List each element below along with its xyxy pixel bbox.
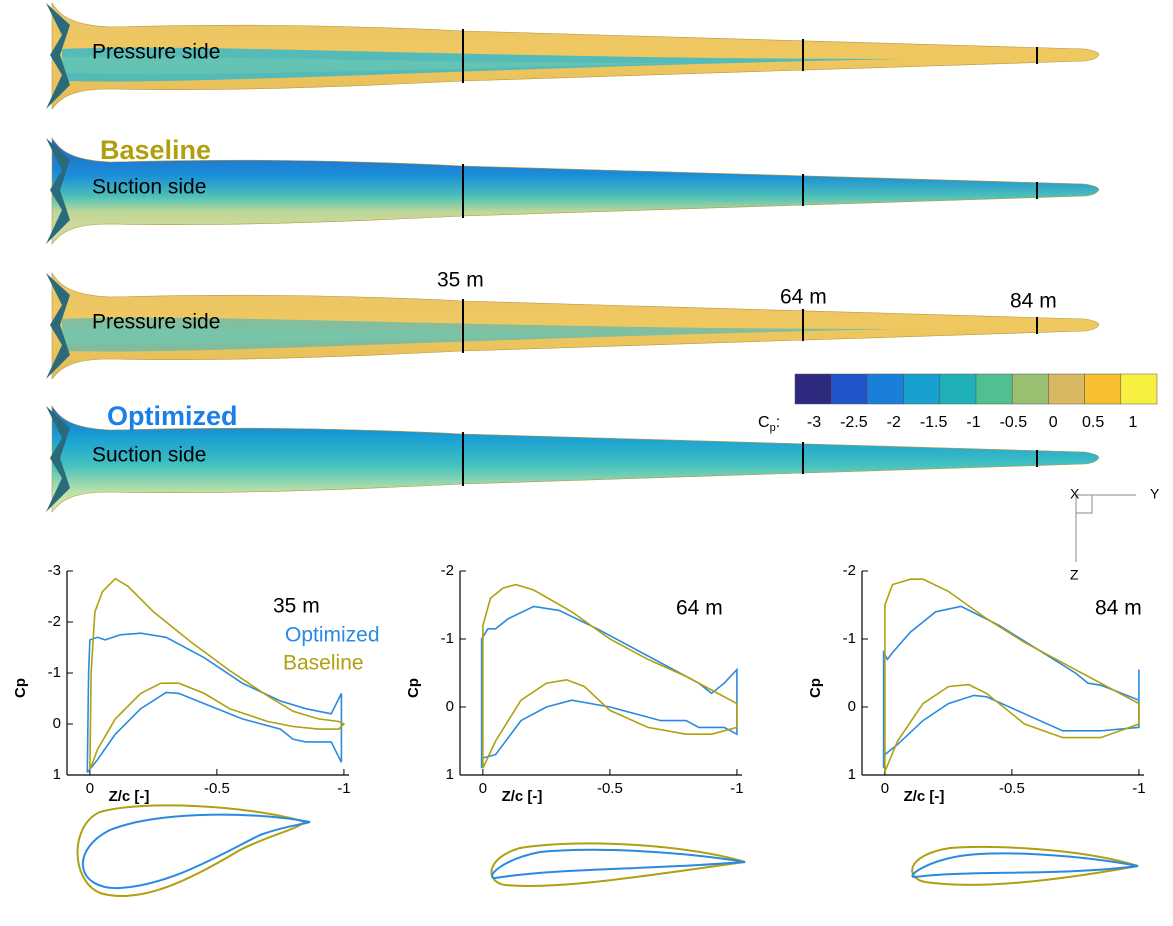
x-tick-label: 0 (881, 780, 889, 797)
y-tick-label: 0 (848, 698, 856, 715)
colorbar-swatch (794, 373, 832, 405)
colorbar-swatch (830, 373, 868, 405)
triad-label: X (1070, 486, 1080, 502)
y-tick-label: 0 (446, 698, 454, 715)
colorbar-swatch (1048, 373, 1085, 405)
colorbar-symbol: C (758, 414, 770, 431)
y-tick-label: 1 (848, 766, 856, 783)
y-tick-label: -1 (441, 630, 454, 647)
group-label: Optimized (107, 401, 238, 431)
y-tick-label: 0 (53, 715, 61, 732)
y-tick-label: -2 (843, 562, 856, 579)
colorbar-label: Cp: (758, 414, 780, 434)
y-tick-label: -3 (48, 562, 61, 579)
station-label: 35 m (437, 269, 484, 292)
cp-curve (480, 605, 738, 769)
axis-triad: X Y Z (1070, 486, 1160, 583)
y-tick-label: -2 (48, 613, 61, 630)
airfoil-baseline (490, 842, 746, 887)
y-tick-label: 1 (446, 766, 454, 783)
colorbar-tick-label: -2 (887, 414, 901, 431)
colorbar-tick-label: -2.5 (840, 414, 868, 431)
y-tick-label: -1 (48, 664, 61, 681)
station-label: 84 m (1095, 597, 1142, 620)
x-tick-label: 0 (86, 780, 94, 797)
triad-corner (1076, 495, 1093, 514)
group-label: Baseline (100, 135, 211, 165)
triad-label: Y (1150, 486, 1160, 502)
colorbar-tick-label: 1 (1129, 414, 1138, 431)
colorbar-subscript: p (770, 422, 776, 434)
cp-curve (882, 605, 1140, 769)
station-label: 35 m (273, 595, 320, 618)
cp-curve (89, 577, 346, 771)
x-tick-label: -0.5 (204, 780, 230, 797)
station-label: 64 m (780, 286, 827, 309)
blade-root (46, 406, 70, 512)
cp-curve (482, 583, 738, 769)
x-tick-label: -1 (337, 780, 350, 797)
colorbar-tick-label: 0 (1049, 414, 1058, 431)
blade (51, 137, 1099, 245)
colorbar-tick-label: -1 (966, 414, 980, 431)
x-axis-label: Z/c [-] (904, 788, 945, 805)
airfoil-optimized (911, 852, 1139, 879)
x-axis-label: Z/c [-] (109, 788, 150, 805)
x-tick-label: -0.5 (999, 780, 1025, 797)
blade-root (46, 138, 70, 244)
cp-curve (884, 578, 1140, 772)
colorbar: -3 -2.5 -2 -1.5 -1 -0.5 0 0.5 1 (794, 373, 1158, 431)
colorbar-swatch (1120, 373, 1158, 405)
blade-label: Pressure side (92, 311, 220, 334)
colorbar-tick-label: -1.5 (920, 414, 948, 431)
colorbar-suffix: : (776, 414, 780, 431)
colorbar-swatch (867, 373, 904, 405)
colorbar-swatch (1084, 373, 1122, 405)
blade-root (46, 273, 70, 379)
y-axis-label: Cp (405, 678, 422, 698)
airfoils (76, 804, 1139, 898)
blade-label: Suction side (92, 176, 206, 199)
pressure-band (62, 56, 700, 75)
colorbar-tick-label: -0.5 (1000, 414, 1028, 431)
colorbar-tick-label: -3 (807, 414, 821, 431)
pressure-band (62, 326, 700, 345)
blade-label: Pressure side (92, 41, 220, 64)
x-tick-label: -1 (730, 780, 743, 797)
blades: Pressure side Suction side Pressure side Su… (46, 2, 1099, 513)
station-label: 84 m (1010, 290, 1057, 313)
colorbar-swatch (975, 373, 1013, 405)
y-tick-label: 1 (53, 766, 61, 783)
blade-label: Suction side (92, 444, 206, 467)
colorbar-swatch (1011, 373, 1049, 405)
blade (51, 405, 1099, 513)
airfoil-optimized (82, 813, 311, 890)
y-axis-label: Cp (807, 678, 824, 698)
x-tick-label: 0 (479, 780, 487, 797)
colorbar-swatch (939, 373, 977, 405)
legend-entry: Baseline (283, 652, 364, 675)
airfoil-baseline (76, 804, 308, 898)
station-label: 64 m (676, 597, 723, 620)
colorbar-tick-label: 0.5 (1082, 414, 1104, 431)
y-axis-label: Cp (12, 678, 29, 698)
y-tick-label: -2 (441, 562, 454, 579)
x-axis-label: Z/c [-] (502, 788, 543, 805)
y-tick-label: -1 (843, 630, 856, 647)
triad-label: Z (1070, 567, 1079, 583)
cp-curve (86, 632, 343, 773)
x-tick-label: -1 (1132, 780, 1145, 797)
legend-entry: Optimized (285, 624, 380, 647)
colorbar-swatch (903, 373, 941, 405)
airfoil-baseline (911, 845, 1139, 886)
charts: -3 -2 -1 0 1 0 -0.5 -1 Z/c [-] Cp 35 m Optimized Bas… (12, 562, 1146, 805)
x-tick-label: -0.5 (597, 780, 623, 797)
airfoil-optimized (491, 848, 746, 880)
blade-root (46, 3, 70, 109)
